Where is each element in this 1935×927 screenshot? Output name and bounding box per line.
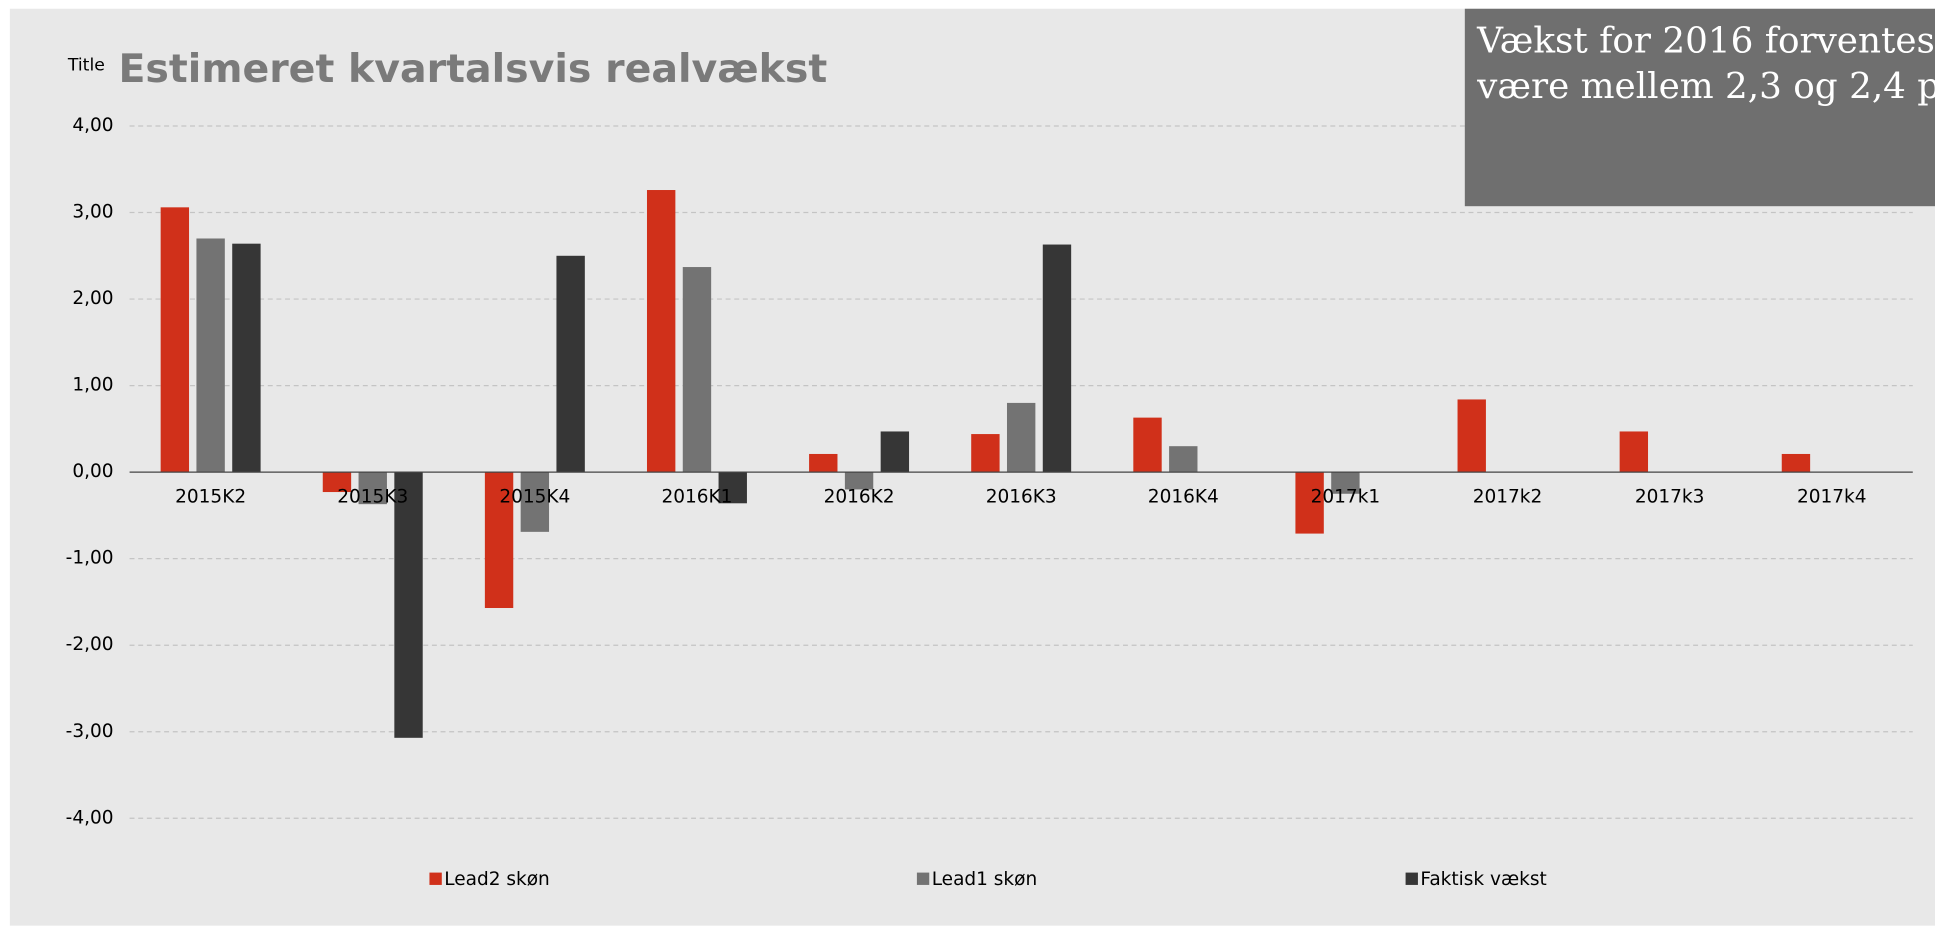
title-prefix: Title: [67, 56, 105, 76]
bar: [1295, 472, 1324, 534]
bar: [1781, 453, 1811, 473]
bar: [484, 472, 514, 609]
x-tick-label: 2015K2: [175, 486, 246, 507]
bar: [556, 255, 585, 473]
annotation-box: [1464, 8, 1935, 207]
bar: [1457, 399, 1486, 473]
annotation-text: være mellem 2,3 og 2,4 pct.: [1476, 66, 1935, 107]
bar: [844, 472, 874, 490]
chart-title: Estimeret kvartalsvis realvækst: [118, 46, 827, 92]
x-tick-label: 2016K2: [824, 486, 895, 507]
bar: [718, 472, 747, 504]
x-tick-label: 2017k1: [1311, 486, 1381, 507]
bar: [160, 207, 190, 473]
y-tick-label: -3,00: [66, 721, 114, 742]
x-tick-label: 2015K3: [337, 486, 408, 507]
bar: [971, 434, 1000, 473]
bar: [358, 472, 387, 505]
x-tick-label: 2017k3: [1635, 486, 1705, 507]
annotation-text: Vækst for 2016 forventes at: [1476, 20, 1935, 61]
bar: [1619, 431, 1649, 473]
legend-label: Lead1 skøn: [932, 869, 1038, 890]
bar: [880, 431, 910, 473]
y-tick-label: 4,00: [72, 115, 113, 136]
bar: [1133, 417, 1162, 473]
bar: [520, 472, 550, 532]
bar: [232, 243, 261, 473]
x-tick-label: 2016K4: [1148, 486, 1219, 507]
legend-label: Faktisk vækst: [1420, 869, 1546, 890]
y-tick-label: -1,00: [66, 548, 114, 569]
y-tick-label: 0,00: [72, 461, 113, 482]
legend-swatch: [429, 872, 442, 885]
y-tick-label: 3,00: [72, 202, 113, 223]
y-tick-label: -4,00: [66, 807, 114, 828]
bar: [682, 267, 712, 473]
legend-label: Lead2 skøn: [444, 869, 550, 890]
bar: [1006, 402, 1036, 473]
legend-swatch: [1405, 872, 1418, 885]
y-tick-label: -2,00: [66, 634, 114, 655]
x-tick-label: 2016K1: [661, 486, 732, 507]
y-tick-label: 2,00: [72, 288, 113, 309]
y-tick-label: 1,00: [72, 375, 113, 396]
x-tick-label: 2017k2: [1473, 486, 1543, 507]
x-tick-label: 2016K3: [986, 486, 1057, 507]
x-tick-label: 2017k4: [1797, 486, 1867, 507]
x-tick-label: 2015K4: [499, 486, 570, 507]
bar: [809, 453, 838, 473]
legend-swatch: [916, 872, 930, 885]
bar: [1042, 244, 1072, 473]
bar: [394, 472, 423, 738]
bar: [196, 238, 225, 473]
bar: [646, 190, 676, 473]
bar: [1169, 446, 1198, 473]
bar: [322, 472, 352, 493]
bar: [1331, 472, 1360, 494]
